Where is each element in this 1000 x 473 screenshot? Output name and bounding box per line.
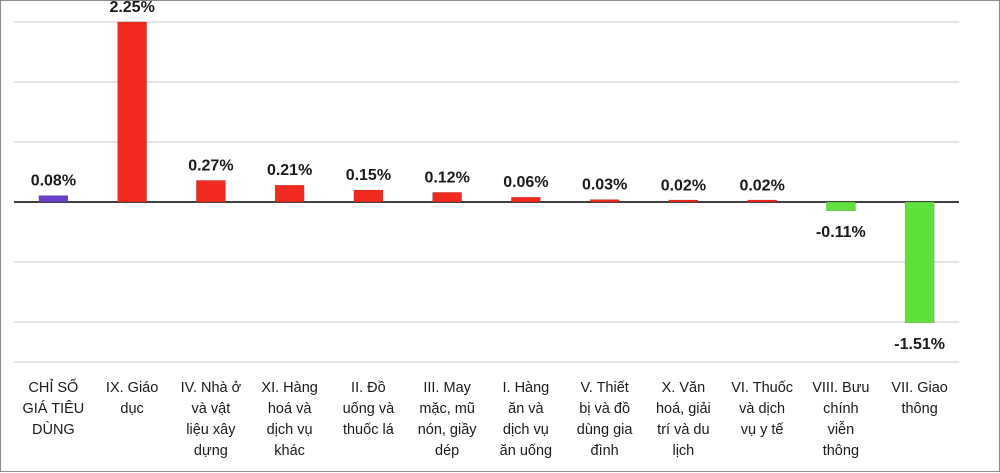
bar	[274, 184, 305, 203]
category-label-line: dựng	[194, 443, 228, 459]
data-label: 0.06%	[503, 174, 548, 191]
category-label-line: mặc, mũ	[419, 401, 475, 417]
category-label: I. Hàng ăn và dịch vụ ăn uống	[500, 380, 552, 459]
category-label-line: IV. Nhà ở	[181, 380, 242, 396]
category-label-line: dép	[435, 443, 459, 459]
category-label-line: lịch	[672, 443, 694, 459]
category-label-line: trí và du	[657, 422, 709, 438]
bar	[826, 201, 856, 212]
category-label: V. Thiết bị và đồ dùng gia đình	[577, 380, 634, 459]
bar	[432, 192, 462, 203]
data-label: 0.12%	[424, 169, 469, 186]
category-label-line: GIÁ TIÊU	[22, 400, 84, 417]
category-label-line: hoá, giải	[656, 401, 711, 417]
category-label-line: V. Thiết	[580, 380, 628, 396]
category-label-line: ăn uống	[500, 443, 552, 459]
category-label-line: DÙNG	[32, 421, 75, 438]
bar	[904, 201, 935, 324]
category-label-line: và vật	[192, 401, 231, 417]
bar	[196, 180, 226, 203]
data-label: 0.21%	[267, 162, 312, 179]
bar	[511, 196, 541, 203]
bars	[38, 21, 935, 324]
gridlines	[14, 21, 959, 363]
category-label-line: thuốc lá	[343, 422, 395, 438]
data-label: 2.25%	[109, 1, 154, 16]
category-label-line: dục	[120, 401, 143, 417]
category-label-line: III. May	[423, 380, 471, 396]
category-label-line: dịch vụ	[267, 422, 313, 438]
bar	[38, 195, 69, 203]
bar	[589, 199, 620, 203]
data-label: -0.11%	[816, 224, 866, 241]
category-label-line: đình	[591, 443, 619, 459]
category-label: CHỈ SỐ GIÁ TIÊU DÙNG	[22, 378, 84, 438]
category-label-line: dùng gia	[577, 422, 634, 438]
category-label-line: chính	[823, 401, 858, 417]
data-label: -1.51%	[894, 336, 945, 353]
category-label-line: nón, giầy	[418, 422, 478, 438]
data-label: 0.15%	[346, 167, 391, 184]
category-label-line: uống và	[343, 401, 396, 417]
data-label: 0.03%	[582, 177, 627, 194]
value-labels: 0.08% 2.25% 0.27% 0.21% 0.15% 0.12% 0.06% 0.03%…	[31, 1, 945, 353]
data-label: 0.02%	[661, 177, 706, 194]
category-label: IX. Giáo dục	[106, 380, 158, 417]
category-label-line: bị và đồ	[579, 401, 630, 417]
category-label: III. May mặc, mũ nón, giầy dép	[418, 380, 478, 459]
category-label-line: IX. Giáo	[106, 380, 158, 396]
category-label-line: dịch vụ	[503, 422, 549, 438]
category-label-line: I. Hàng	[503, 380, 550, 396]
category-label-line: liệu xây	[186, 422, 236, 438]
category-label: VII. Giao thông	[891, 380, 947, 417]
category-label-line: X. Văn	[662, 380, 706, 396]
category-label-line: ăn và	[508, 401, 544, 417]
category-label-line: vụ y tế	[741, 422, 784, 438]
category-labels: CHỈ SỐ GIÁ TIÊU DÙNG IX. Giáo dục IV. Nhà ở và…	[22, 378, 947, 459]
category-label: X. Văn hoá, giải trí và du lịch	[656, 380, 711, 459]
bar	[668, 199, 699, 203]
data-label: 0.08%	[31, 173, 76, 190]
category-label-line: VI. Thuốc	[731, 380, 793, 396]
category-label-line: XI. Hàng	[261, 380, 317, 396]
category-label-line: thông	[901, 401, 937, 417]
category-label-line: viễn	[828, 421, 855, 438]
category-label: II. Đồ uống và thuốc lá	[343, 380, 396, 438]
category-label: VIII. Bưu chính viễn thông	[812, 380, 869, 459]
category-label-line: và dịch	[739, 401, 785, 417]
category-label: IV. Nhà ở và vật liệu xây dựng	[181, 380, 242, 459]
category-label: XI. Hàng hoá và dịch vụ khác	[261, 380, 317, 459]
data-label: 0.27%	[188, 157, 233, 174]
category-label-line: thông	[823, 443, 859, 459]
data-label: 0.02%	[739, 177, 784, 194]
bar	[353, 189, 384, 203]
bar	[747, 199, 777, 203]
category-label-line: VIII. Bưu	[812, 380, 869, 396]
category-label-line: VII. Giao	[891, 380, 947, 396]
bar	[117, 21, 147, 203]
category-label-line: II. Đồ	[351, 380, 386, 396]
category-label-line: hoá và	[268, 401, 312, 417]
category-label: VI. Thuốc và dịch vụ y tế	[731, 380, 793, 438]
category-label-line: CHỈ SỐ	[28, 378, 78, 396]
category-label-line: khác	[274, 443, 305, 459]
